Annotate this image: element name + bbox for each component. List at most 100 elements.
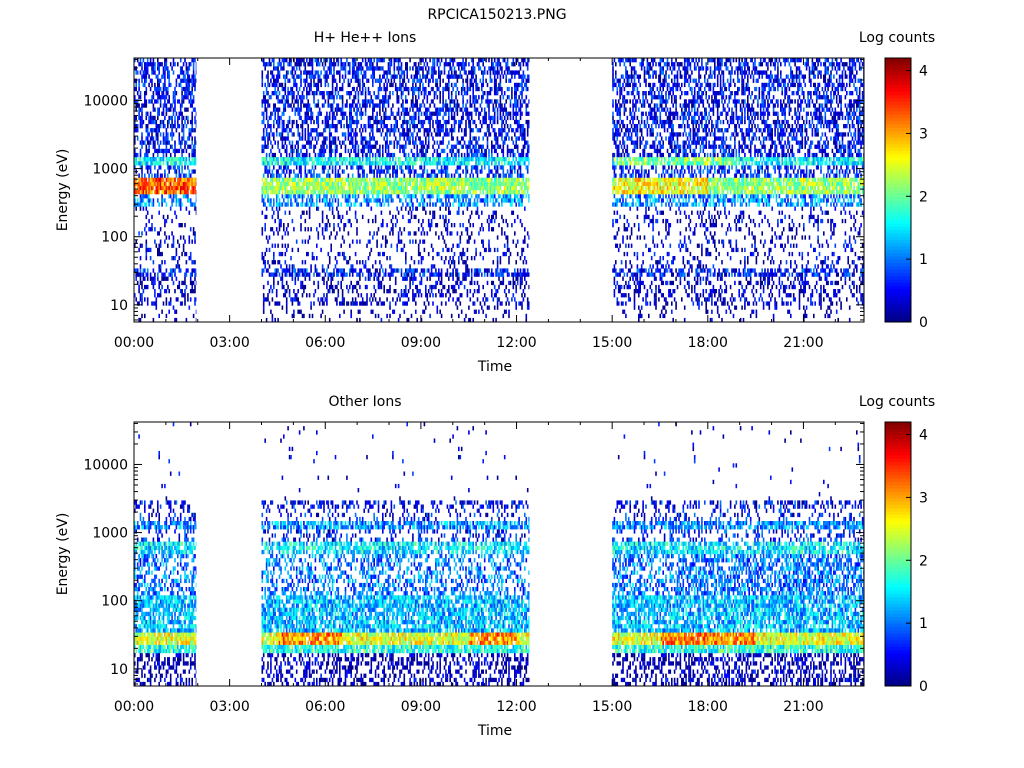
spectrogram-cell	[268, 157, 271, 162]
spectrogram-cell	[175, 297, 178, 302]
spectrogram-cell	[288, 264, 291, 269]
spectrogram-cell	[383, 251, 385, 257]
spectrogram-cell	[390, 243, 393, 248]
spectrogram-cell	[448, 74, 450, 79]
spectrogram-cell	[323, 74, 325, 79]
spectrogram-cell	[273, 74, 275, 79]
spectrogram-cell	[383, 82, 385, 88]
spectrogram-cell	[387, 161, 390, 166]
spectrogram-cell	[323, 293, 325, 298]
spectrogram-cell	[273, 280, 275, 286]
spectrogram-cell	[324, 165, 327, 170]
spectrogram-cell	[420, 256, 423, 261]
spectrogram-cell	[308, 91, 311, 96]
spectrogram-cell	[295, 99, 298, 104]
spectrogram-cell	[344, 136, 347, 141]
spectrogram-cell	[317, 231, 320, 236]
spectrogram-cell	[429, 284, 431, 290]
spectrogram-cell	[453, 260, 456, 265]
spectrogram-cell	[262, 202, 265, 207]
spectrogram-cell	[440, 165, 443, 170]
spectrogram-cell	[327, 173, 330, 178]
spectrogram-cell	[380, 264, 383, 269]
spectrogram-cell	[438, 161, 440, 166]
spectrogram-cell	[337, 62, 340, 67]
spectrogram-cell	[397, 231, 400, 236]
spectrogram-cell	[171, 185, 173, 191]
spectrogram-cell	[144, 82, 146, 88]
spectrogram-cell	[145, 181, 148, 187]
spectrogram-cell	[277, 107, 279, 112]
spectrogram-cell	[356, 231, 358, 236]
spectrogram-cell	[403, 194, 406, 199]
spectrogram-cell	[169, 115, 172, 121]
spectrogram-cell	[410, 86, 413, 92]
spectrogram-cell	[379, 148, 381, 154]
spectrogram-cell	[297, 194, 299, 199]
spectrogram-cell	[188, 91, 191, 96]
spectrogram-cell	[146, 301, 149, 306]
spectrogram-cell	[184, 239, 186, 244]
spectrogram-cell	[288, 181, 291, 187]
spectrogram-cell	[189, 173, 192, 178]
spectrogram-cell	[357, 74, 360, 79]
spectrogram-cell	[449, 264, 451, 269]
spectrogram-cell	[392, 128, 394, 133]
spectrogram-cell	[389, 91, 391, 96]
spectrogram-cell	[370, 95, 373, 100]
spectrogram-cell	[271, 181, 274, 187]
spectrogram-cell	[343, 66, 345, 71]
spectrogram-cell	[339, 157, 341, 162]
spectrogram-cell	[165, 103, 168, 108]
spectrogram-cell	[164, 260, 166, 265]
spectrogram-cell	[277, 202, 279, 207]
spectrogram-cell	[369, 115, 371, 121]
spectrogram-cell	[370, 148, 373, 154]
spectrogram-cell	[445, 119, 447, 125]
spectrogram-cell	[455, 103, 457, 108]
spectrogram-cell	[463, 181, 466, 187]
spectrogram-cell	[356, 177, 358, 182]
spectrogram-cell	[397, 177, 400, 182]
spectrogram-cell	[146, 210, 149, 215]
spectrogram-cell	[145, 214, 148, 220]
spectrogram-cell	[367, 268, 370, 273]
spectrogram-cell	[144, 70, 146, 75]
spectrogram-cell	[169, 181, 172, 187]
spectrogram-cell	[264, 177, 266, 182]
spectrogram-cell	[439, 157, 441, 162]
spectrogram-cell	[460, 177, 463, 182]
spectrogram-cell	[432, 62, 434, 67]
spectrogram-cell	[172, 132, 175, 137]
spectrogram-cell	[442, 214, 444, 220]
spectrogram-cell	[406, 161, 408, 166]
spectrogram-cell	[384, 91, 387, 96]
spectrogram-cell	[333, 223, 335, 228]
spectrogram-cell	[442, 86, 444, 92]
spectrogram-cell	[300, 136, 302, 141]
spectrogram-cell	[344, 144, 347, 149]
spectrogram-cell	[300, 190, 302, 195]
spectrogram-cell	[159, 239, 162, 244]
spectrogram-cell	[389, 272, 391, 277]
spectrogram-cell	[439, 78, 441, 83]
spectrogram-cell	[427, 115, 430, 121]
spectrogram-cell	[359, 165, 361, 170]
spectrogram-cell	[413, 111, 416, 116]
spectrogram-cell	[311, 74, 314, 79]
spectrogram-cell	[278, 260, 281, 265]
spectrogram-cell	[425, 293, 427, 298]
spectrogram-cell	[291, 91, 294, 96]
spectrogram-cell	[369, 148, 371, 154]
spectrogram-cell	[350, 181, 352, 187]
spectrogram-cell	[275, 169, 278, 174]
spectrogram-cell	[151, 115, 153, 121]
spectrogram-cell	[268, 301, 271, 306]
spectrogram-cell	[285, 74, 288, 79]
spectrogram-cell	[264, 157, 266, 162]
spectrogram-cell	[364, 185, 367, 191]
spectrogram-cell	[188, 169, 191, 174]
spectrogram-cell	[400, 206, 403, 211]
spectrogram-cell	[185, 173, 188, 178]
spectrogram-cell	[178, 165, 181, 170]
